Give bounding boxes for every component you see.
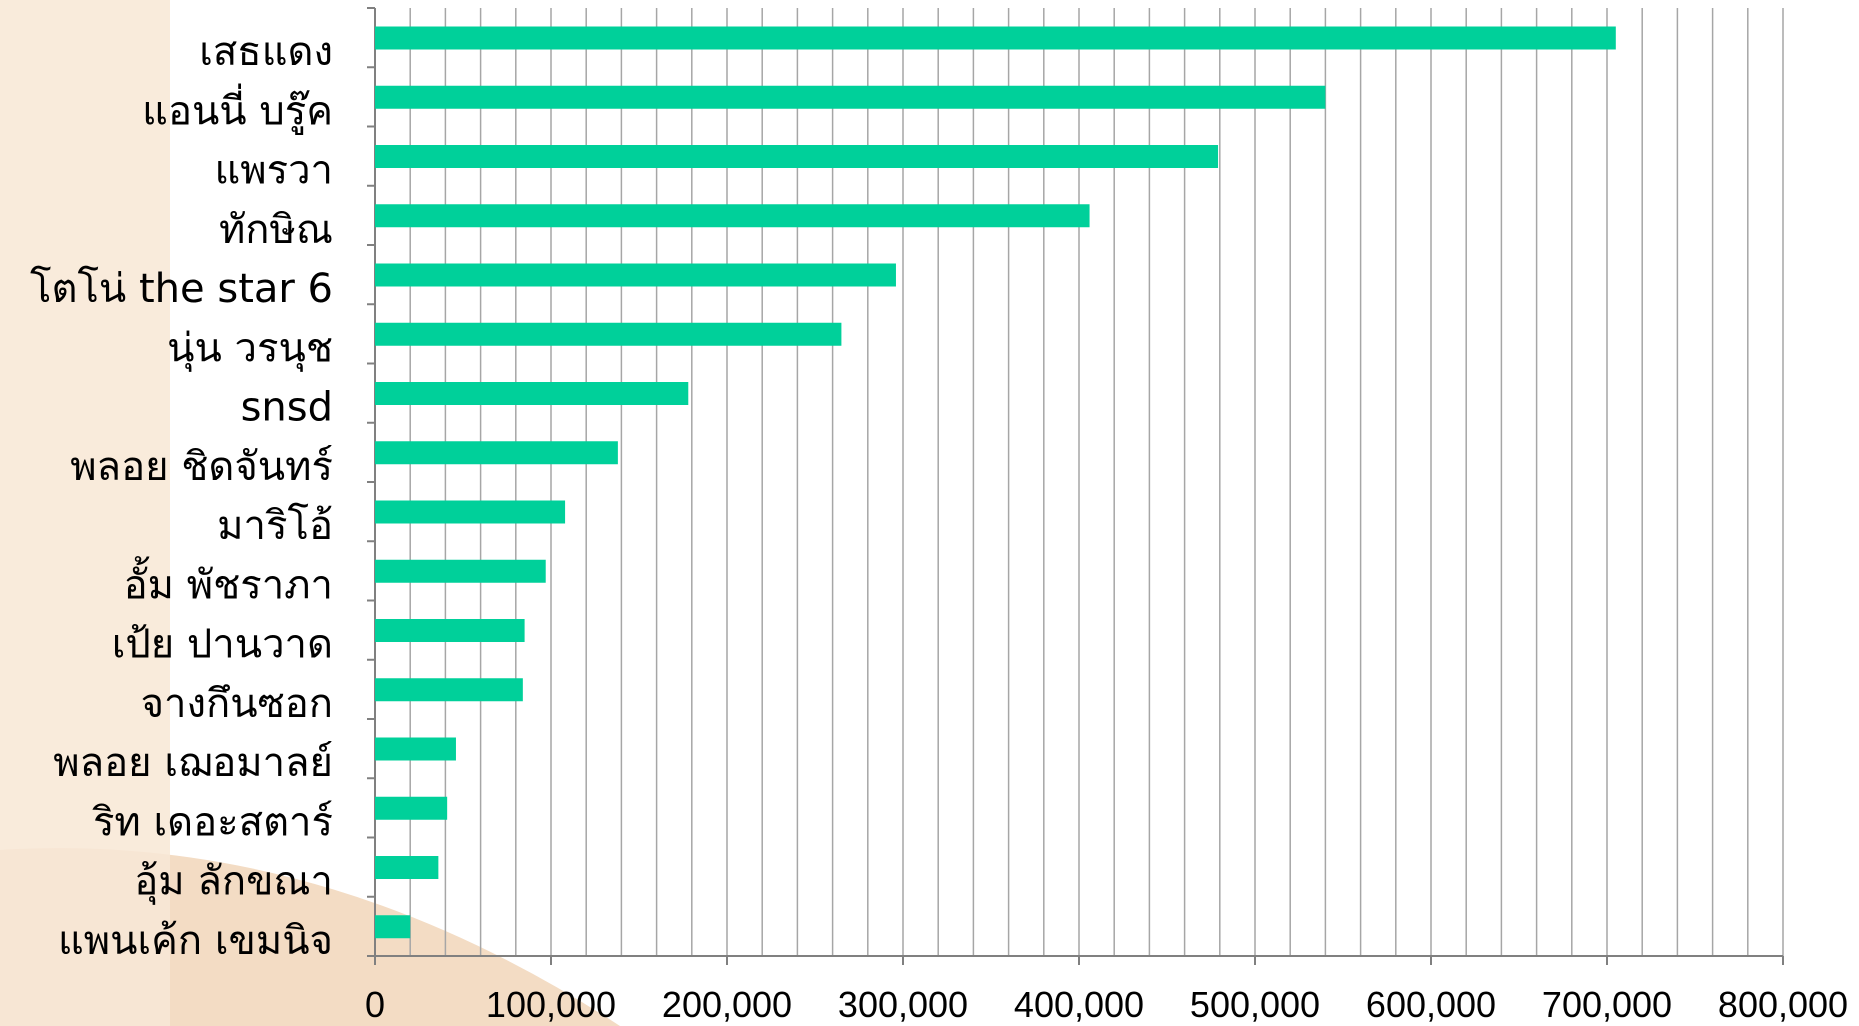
x-tick-label: 400,000 xyxy=(1014,984,1144,1025)
category-label: จางกึนซอก xyxy=(141,681,333,727)
category-label: นุ่น วรนุช xyxy=(167,325,333,372)
bar xyxy=(375,26,1616,50)
x-tick-label: 100,000 xyxy=(486,984,616,1025)
x-tick-label: 700,000 xyxy=(1542,984,1672,1025)
x-tick-label: 800,000 xyxy=(1718,984,1848,1025)
category-label: เสธแดง xyxy=(199,29,333,75)
category-label: แพนเค้ก เขมนิจ xyxy=(58,918,333,964)
bar xyxy=(375,145,1219,168)
category-label: ริท เดอะสตาร์ xyxy=(92,799,333,845)
category-label: แพรวา xyxy=(214,148,333,194)
bar xyxy=(375,619,525,642)
x-tick-labels: 0 100,000 200,000 300,000 400,000 500,000 600,… xyxy=(365,984,1848,1025)
x-tick-label: 300,000 xyxy=(838,984,968,1025)
category-label: snsd xyxy=(241,385,333,431)
x-tick-label: 600,000 xyxy=(1366,984,1496,1025)
bar xyxy=(375,678,523,702)
category-label: พลอย ชิดจันทร์ xyxy=(70,444,333,490)
bar xyxy=(375,85,1326,109)
category-label: มาริโอ้ xyxy=(217,503,333,549)
category-label: พลอย เฌอมาลย์ xyxy=(53,740,333,786)
x-tick-label: 200,000 xyxy=(662,984,792,1025)
bar xyxy=(375,856,439,879)
category-label: โตโน่ the star 6 xyxy=(30,266,333,312)
bar xyxy=(375,796,448,820)
x-tick-label: 500,000 xyxy=(1190,984,1320,1025)
category-label: แอนนี่ บรู๊ค xyxy=(142,83,333,134)
category-label: อุ้ม ลักขณา xyxy=(134,859,333,906)
category-label: อั้ม พัชราภา xyxy=(124,555,333,608)
bar xyxy=(375,441,618,465)
category-label: ทักษิณ xyxy=(219,207,333,253)
bar xyxy=(375,500,566,524)
bar xyxy=(375,559,546,583)
x-tick-label: 0 xyxy=(365,984,385,1025)
bar xyxy=(375,382,689,405)
bar xyxy=(375,322,842,346)
category-label: เป้ย ปานวาด xyxy=(112,622,333,668)
bar xyxy=(375,737,456,761)
bar xyxy=(375,204,1090,228)
bars xyxy=(375,26,1616,939)
bar xyxy=(375,915,411,939)
bar xyxy=(375,263,896,287)
